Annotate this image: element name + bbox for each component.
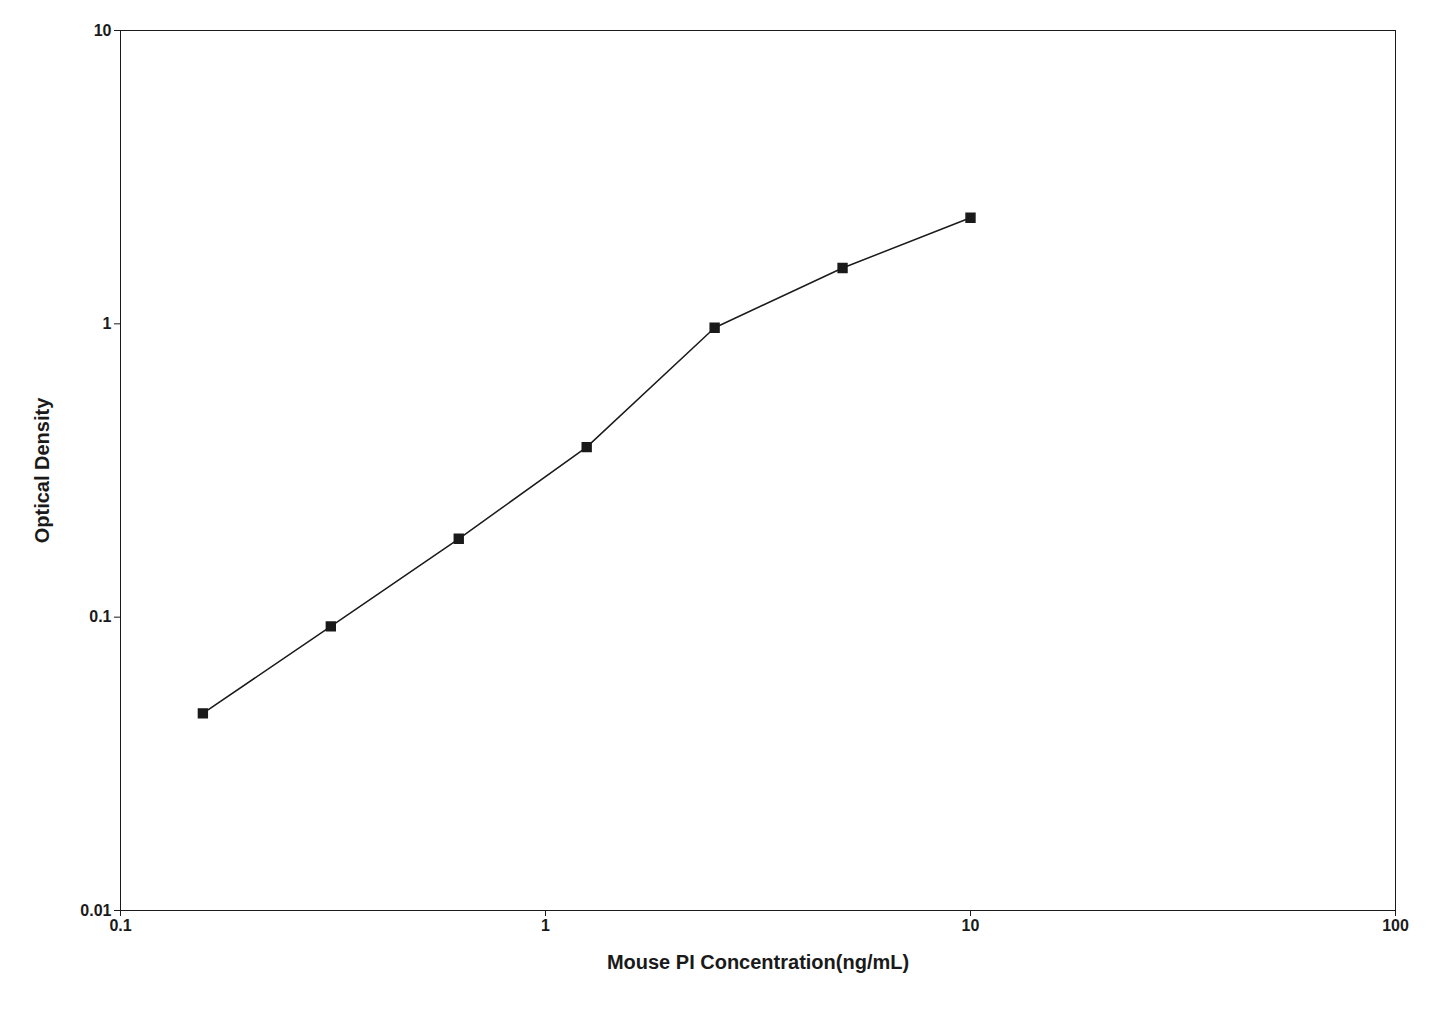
svg-text:0.1: 0.1 bbox=[109, 917, 131, 934]
svg-text:10: 10 bbox=[94, 22, 112, 39]
svg-text:10: 10 bbox=[962, 917, 980, 934]
svg-text:1: 1 bbox=[103, 315, 112, 332]
svg-text:0.01: 0.01 bbox=[80, 902, 111, 919]
svg-text:Optical Density: Optical Density bbox=[31, 397, 53, 543]
svg-text:Mouse PI Concentration(ng/mL): Mouse PI Concentration(ng/mL) bbox=[607, 951, 909, 973]
svg-text:0.1: 0.1 bbox=[89, 608, 111, 625]
svg-text:1: 1 bbox=[541, 917, 550, 934]
svg-text:100: 100 bbox=[1382, 917, 1409, 934]
